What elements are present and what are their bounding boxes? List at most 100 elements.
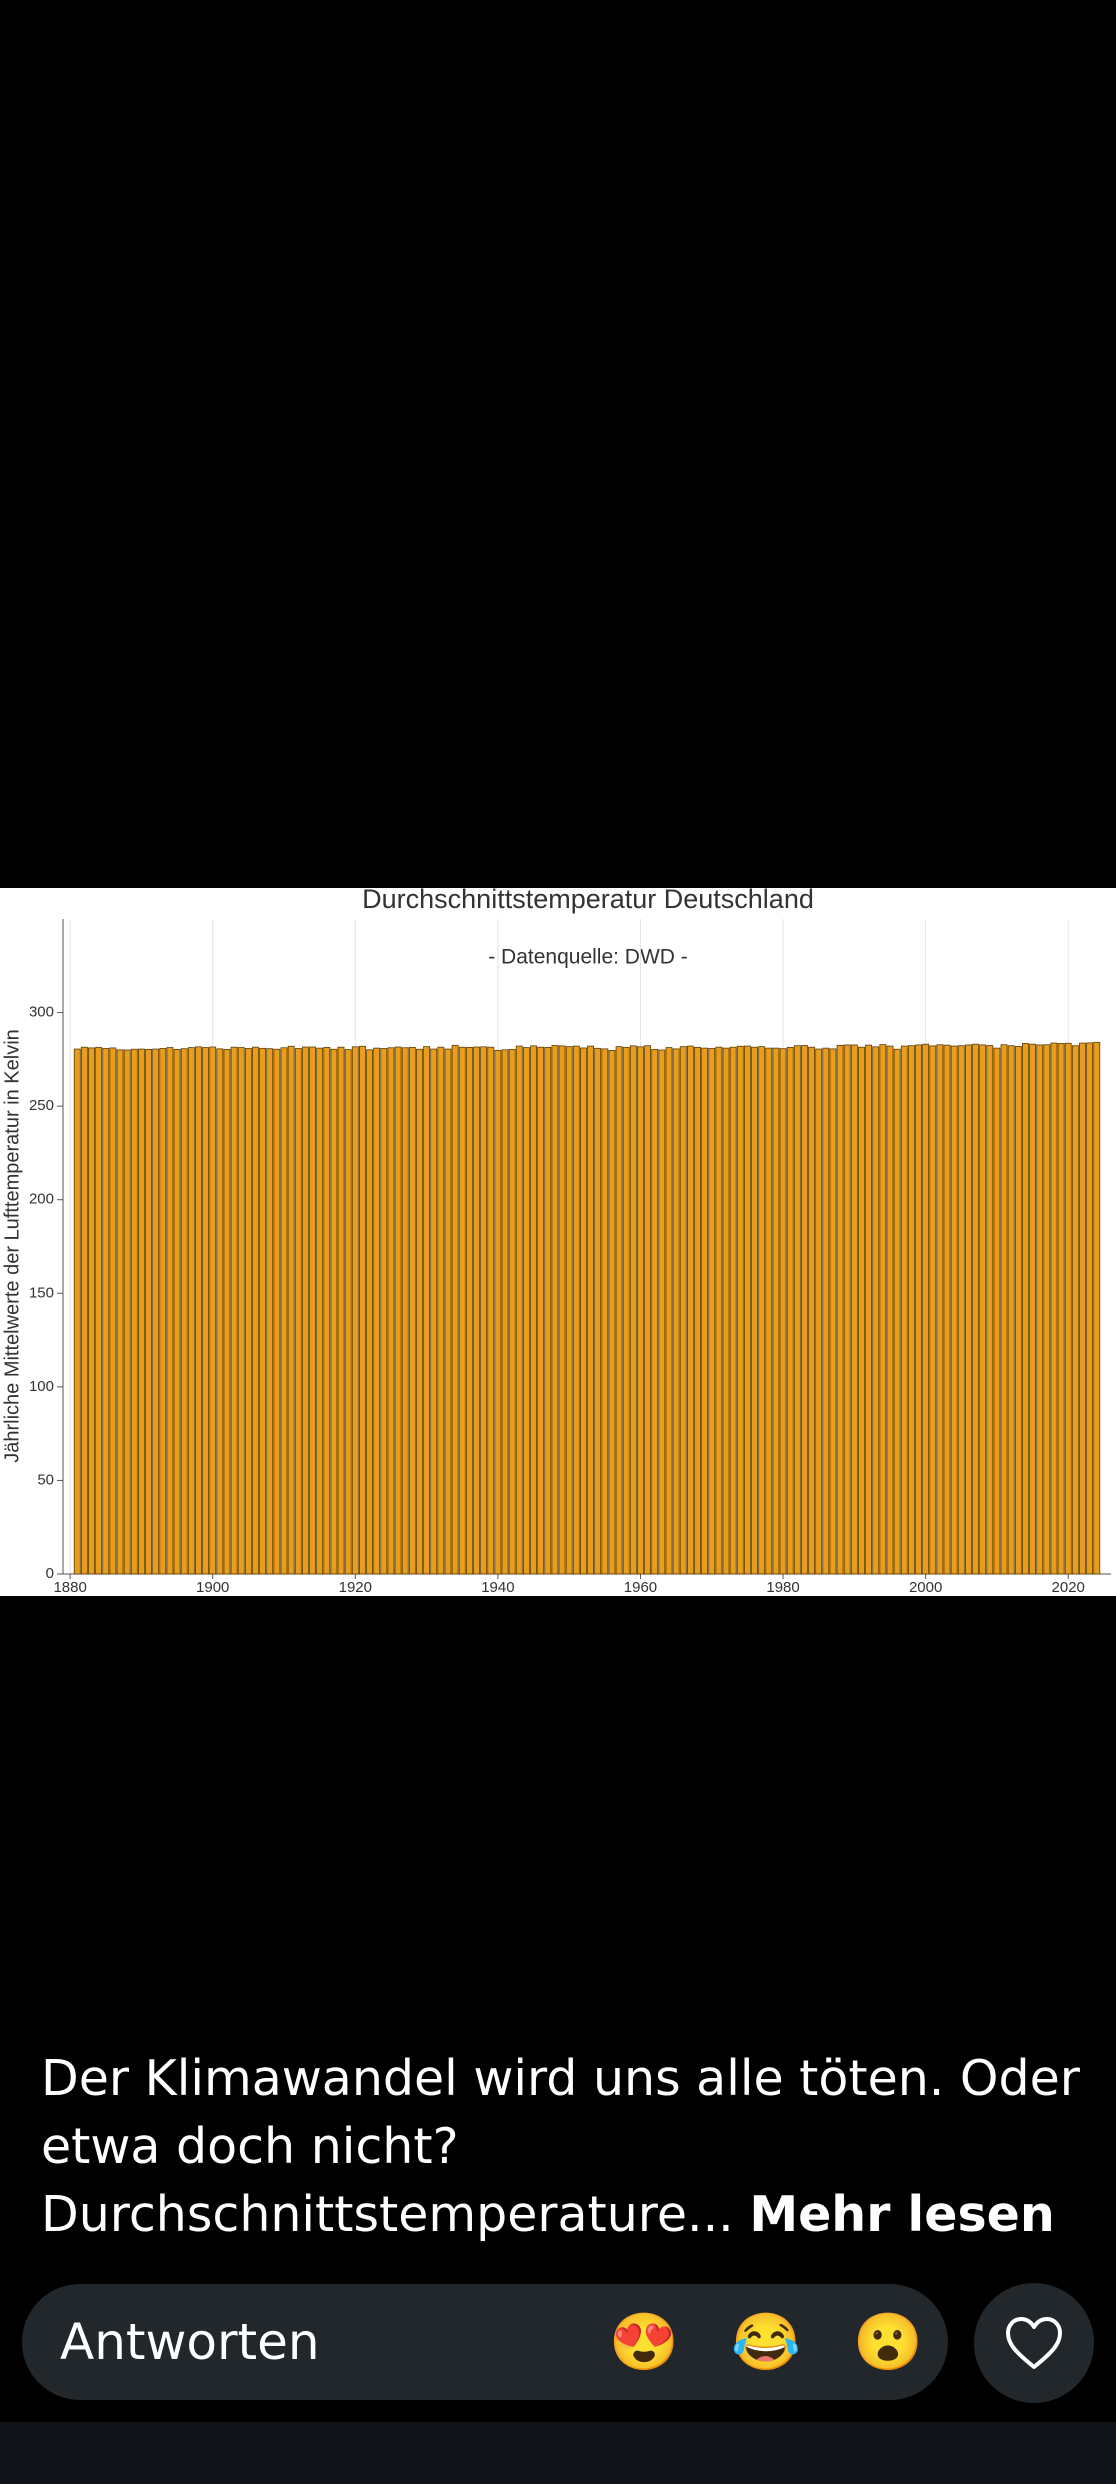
bar [793,1045,801,1575]
bar [587,1045,594,1575]
bar [836,1044,844,1575]
bar [786,1046,794,1575]
like-button[interactable] [974,2283,1094,2403]
bar [473,1046,480,1575]
bar [594,1047,602,1575]
bar [273,1048,281,1575]
bar [145,1049,152,1575]
bar [729,1046,737,1575]
bar [430,1048,438,1575]
bar [230,1046,238,1575]
bar [936,1044,944,1575]
bar [743,1045,751,1575]
x-tick-label: 2020 [1052,1579,1085,1596]
bar [964,1044,972,1575]
bar [865,1044,873,1575]
bar [180,1048,188,1575]
bar [715,1046,723,1575]
bar [808,1046,816,1575]
bar [358,1045,366,1575]
reaction[interactable]: 😂 [731,2310,801,2373]
y-tick-label: 50 [37,1471,54,1488]
bar [1007,1045,1015,1575]
reply-placeholder[interactable]: Antworten [60,2313,320,2371]
bar [1000,1044,1008,1575]
bar [872,1046,880,1575]
bar [173,1049,181,1575]
bar [822,1047,830,1575]
bar [416,1048,423,1575]
bar [1036,1044,1044,1575]
y-tick-label: 0 [46,1565,54,1582]
bar [929,1045,937,1575]
bar [950,1045,958,1575]
bar [544,1046,552,1575]
reply-field[interactable] [22,2284,948,2400]
bar [351,1046,359,1575]
x-tick-label: 1920 [339,1579,372,1596]
bar [202,1047,210,1575]
bar [508,1049,516,1575]
y-tick-label: 250 [29,1097,54,1114]
bar [330,1048,338,1575]
caption-line: Der Klimawandel wird uns alle töten. Ode… [41,2050,1080,2107]
y-axis-label: Jährliche Mittelwerte der Lufttemperatur… [1,1029,23,1463]
bar [665,1047,673,1575]
bar [694,1046,701,1575]
x-tick-label: 1940 [481,1579,514,1596]
bar [972,1043,979,1575]
bar [850,1044,858,1575]
bar [779,1048,787,1575]
bar [858,1046,865,1575]
bar [88,1047,95,1575]
bar [672,1048,680,1575]
bar [815,1048,823,1575]
bar [658,1049,666,1575]
bar [765,1047,773,1575]
bar [366,1049,373,1575]
bar [387,1047,395,1575]
more-link[interactable]: Mehr lesen [749,2186,1055,2243]
y-tick-label: 100 [29,1378,54,1395]
bar [736,1045,744,1575]
bar [993,1047,1001,1575]
reaction[interactable]: 😮 [853,2310,923,2373]
bar [187,1047,195,1575]
bar [651,1049,659,1575]
bar [1079,1042,1086,1575]
bar [465,1046,473,1575]
bar [309,1046,316,1575]
bar [701,1047,709,1575]
bar [558,1045,566,1575]
heart-icon [1006,2317,1062,2369]
bar [401,1047,409,1575]
x-tick-label: 1900 [196,1579,229,1596]
bar [1029,1043,1037,1575]
bar [915,1044,922,1575]
bar [494,1049,502,1575]
y-tick-label: 300 [29,1004,54,1021]
bar [337,1046,345,1575]
chart-subtitle: - Datenquelle: DWD - [488,946,688,969]
bar [1093,1041,1101,1575]
caption-line: Durchschnittstemperature... Mehr lesen [41,2181,1101,2249]
bar [102,1048,110,1575]
bar [73,1048,81,1575]
bar [893,1048,901,1575]
bar [287,1045,295,1575]
bar [986,1045,994,1575]
bar [195,1046,202,1575]
bar [344,1049,352,1575]
bar [957,1045,965,1575]
bar [408,1046,416,1575]
bar [722,1047,730,1575]
reaction[interactable]: 😍 [609,2310,679,2373]
bar [323,1046,331,1575]
bar [1050,1042,1058,1575]
caption-text: Durchschnittstemperature... [41,2186,734,2243]
bar [480,1046,488,1575]
bar [95,1046,103,1575]
bar [979,1044,987,1575]
bar [1064,1042,1072,1575]
bar [1022,1043,1029,1575]
